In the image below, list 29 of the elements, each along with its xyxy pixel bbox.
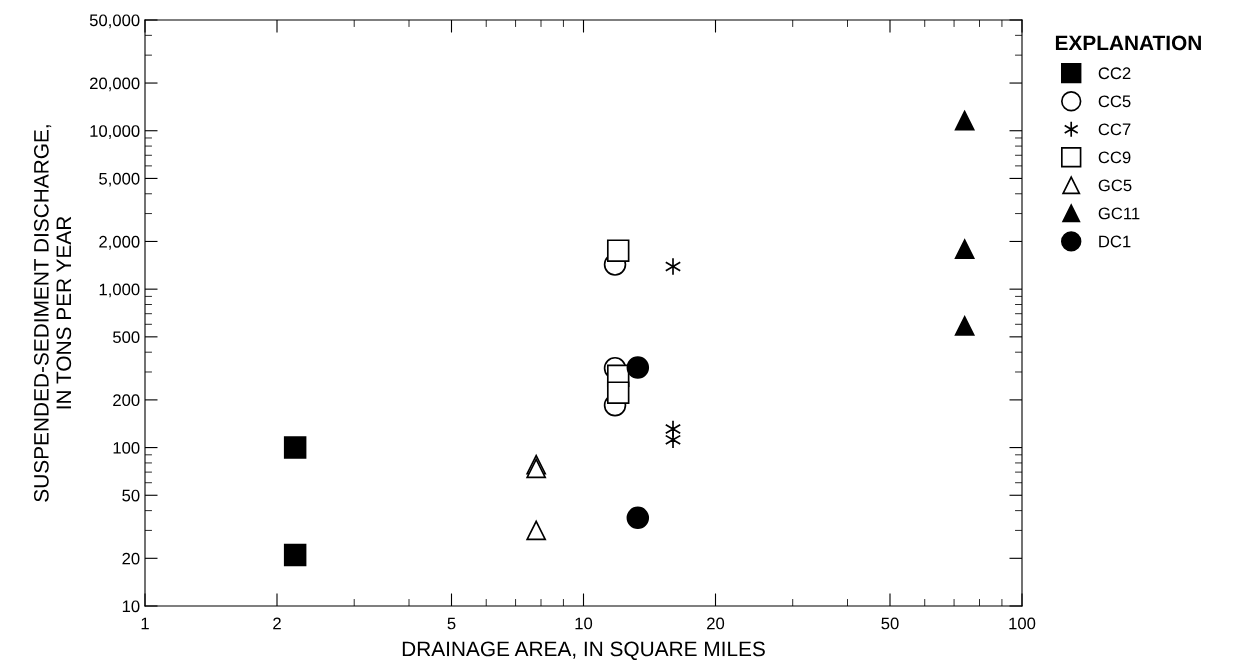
y-tick-label: 500 [113, 331, 140, 344]
y-tick-label: 200 [113, 394, 140, 407]
legend-label: CC2 [1098, 67, 1131, 80]
x-tick-label: 50 [881, 617, 899, 630]
y-tick-label: 1,000 [99, 283, 140, 298]
x-tick-label: 100 [1009, 617, 1036, 630]
x-tick-label: 20 [707, 617, 725, 630]
legend-label: CC5 [1098, 95, 1131, 108]
x-tick-label: 1 [141, 617, 149, 630]
legend-label: DC1 [1099, 235, 1131, 248]
y-tick-label: 5,000 [99, 172, 140, 187]
y-tick-label: 100 [113, 441, 140, 454]
y-tick-label: 10,000 [90, 125, 140, 139]
y-axis-title: SUSPENDED-SEDIMENT DISCHARGE, IN TONS PER YEAR [33, 125, 72, 502]
x-tick-label: 5 [447, 617, 456, 630]
legend-label: GC11 [1098, 207, 1140, 220]
y-tick-label: 2,000 [99, 235, 140, 250]
y-tick-label: 50 [122, 489, 140, 502]
y-tick-label: 10 [122, 600, 140, 613]
x-tick-label: 10 [575, 617, 593, 630]
y-tick-label: 20,000 [90, 77, 140, 92]
x-axis-title: DRAINAGE AREA, IN SQUARE MILES [402, 641, 765, 661]
legend-label: GC5 [1098, 179, 1132, 192]
legend-label: CC9 [1098, 151, 1131, 164]
y-tick-label: 50,000 [89, 14, 140, 29]
y-tick-label: 20 [122, 552, 140, 565]
legend-label: CC7 [1098, 123, 1131, 136]
x-tick-label: 2 [273, 617, 281, 630]
legend-title: EXPLANATION [1055, 35, 1201, 51]
